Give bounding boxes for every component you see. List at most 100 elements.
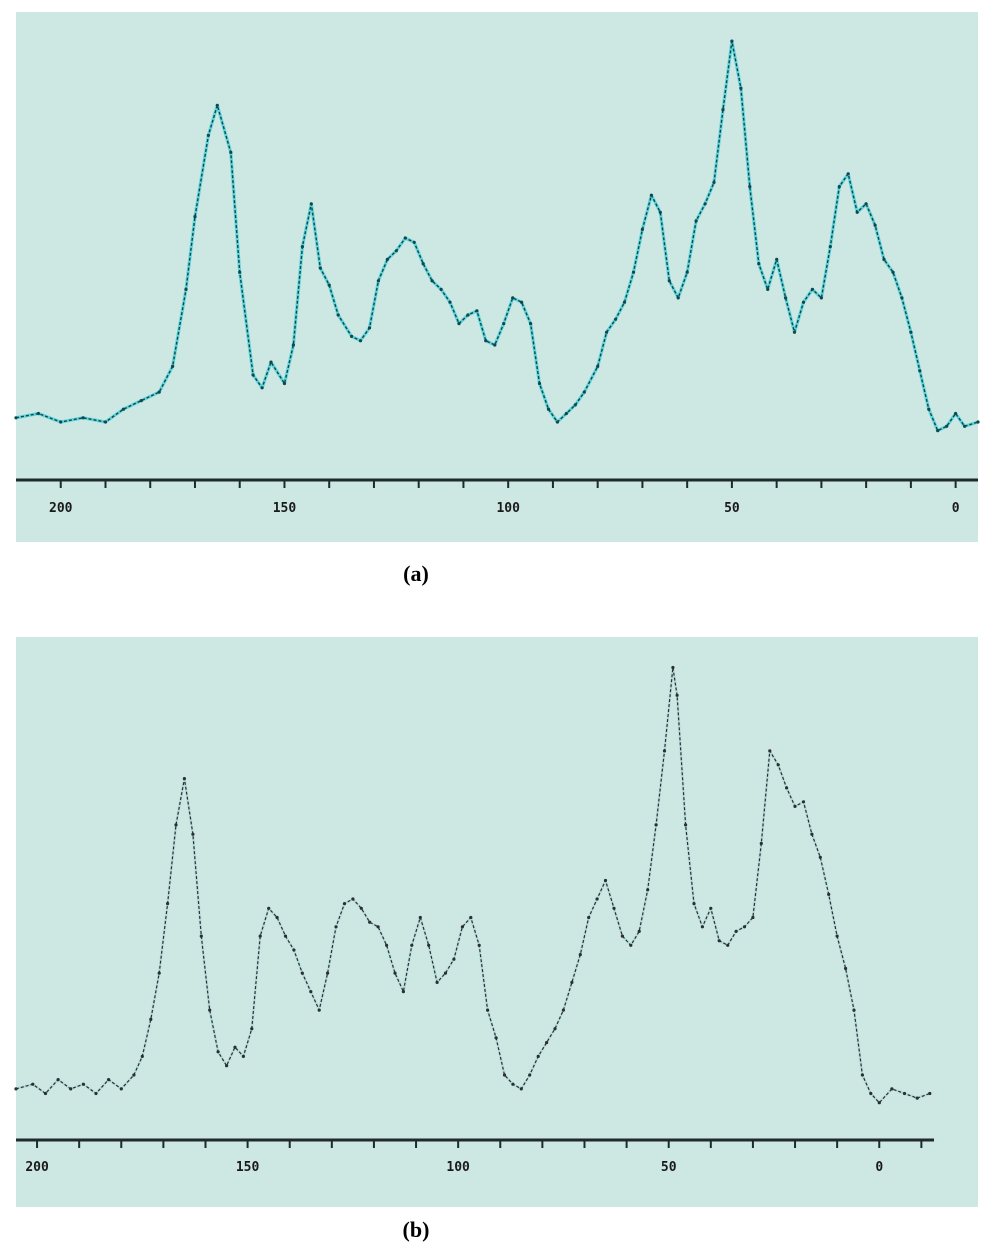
data-point-a-71 xyxy=(766,287,770,291)
data-point-a-65 xyxy=(712,180,716,184)
data-point-a-62 xyxy=(685,270,689,274)
data-point-a-45 xyxy=(529,322,533,326)
spectrum-chart-a: 200 150 100 50 0 xyxy=(14,39,980,516)
data-point-b-44 xyxy=(427,943,431,947)
data-point-a-3 xyxy=(81,416,85,420)
data-point-b-54 xyxy=(511,1082,515,1086)
data-point-a-24 xyxy=(336,313,340,317)
data-point-b-101 xyxy=(915,1096,919,1100)
x-tick-label-b-200: 200 xyxy=(25,1160,49,1175)
data-point-b-38 xyxy=(376,925,380,929)
data-point-a-23 xyxy=(327,283,331,287)
data-point-a-28 xyxy=(376,279,380,283)
data-point-a-94 xyxy=(976,420,980,424)
x-tick-label-b-100: 100 xyxy=(446,1160,470,1175)
data-point-b-28 xyxy=(292,948,296,952)
data-point-b-93 xyxy=(835,934,839,938)
data-point-a-59 xyxy=(658,210,662,214)
data-point-a-92 xyxy=(954,411,958,416)
data-point-a-7 xyxy=(157,390,161,394)
data-point-b-62 xyxy=(578,953,582,957)
data-point-a-73 xyxy=(784,296,788,300)
data-point-a-44 xyxy=(520,300,524,304)
data-point-b-7 xyxy=(107,1078,111,1082)
data-point-b-53 xyxy=(502,1073,507,1077)
data-point-a-18 xyxy=(282,381,287,386)
spectrum-trace-glow-a xyxy=(14,39,980,433)
data-point-b-22 xyxy=(241,1054,245,1058)
x-tick-label-b-0: 0 xyxy=(875,1160,883,1175)
data-point-b-77 xyxy=(700,925,705,929)
data-point-b-5 xyxy=(81,1082,85,1086)
data-point-b-2 xyxy=(43,1091,48,1096)
data-point-a-54 xyxy=(614,317,618,321)
data-point-b-34 xyxy=(342,902,347,906)
data-point-a-33 xyxy=(421,262,425,266)
data-point-b-33 xyxy=(334,925,338,929)
data-point-b-21 xyxy=(233,1045,237,1049)
spectrum-chart-b: 200 150 100 50 0 xyxy=(14,665,934,1175)
data-point-b-66 xyxy=(612,906,616,910)
data-point-a-9 xyxy=(184,287,188,291)
data-point-b-29 xyxy=(300,971,304,975)
x-tick-label-a-50: 50 xyxy=(724,501,740,516)
data-point-a-78 xyxy=(828,245,832,249)
x-tick-label-a-0: 0 xyxy=(952,501,960,516)
data-point-b-37 xyxy=(368,920,372,924)
data-point-a-52 xyxy=(596,364,600,368)
data-point-a-21 xyxy=(309,202,313,206)
data-point-b-12 xyxy=(157,971,161,975)
data-point-a-11 xyxy=(206,133,210,137)
data-point-a-2 xyxy=(59,420,63,424)
x-tick-label-a-200: 200 xyxy=(49,501,73,516)
data-point-b-20 xyxy=(225,1064,229,1068)
data-point-b-55 xyxy=(519,1087,523,1091)
data-point-b-68 xyxy=(629,943,633,947)
data-point-b-17 xyxy=(199,934,203,938)
data-point-b-46 xyxy=(443,971,448,975)
data-point-a-87 xyxy=(909,330,913,334)
data-point-b-73 xyxy=(671,665,675,670)
data-point-a-56 xyxy=(631,270,636,274)
data-point-b-98 xyxy=(877,1101,881,1105)
data-point-a-22 xyxy=(318,266,322,270)
data-point-b-43 xyxy=(418,915,422,920)
data-point-a-49 xyxy=(564,411,569,416)
data-point-b-59 xyxy=(553,1027,557,1031)
x-tick-label-a-150: 150 xyxy=(273,501,297,516)
data-point-b-30 xyxy=(309,990,313,994)
data-point-b-56 xyxy=(528,1073,532,1077)
data-point-b-58 xyxy=(545,1041,549,1045)
data-point-a-72 xyxy=(775,257,779,261)
data-point-b-19 xyxy=(216,1050,220,1054)
data-point-b-47 xyxy=(452,957,456,961)
x-tick-label-b-50: 50 xyxy=(661,1160,677,1175)
data-point-a-26 xyxy=(358,339,363,343)
data-point-b-42 xyxy=(410,943,414,947)
data-point-b-65 xyxy=(603,878,608,883)
data-point-b-91 xyxy=(818,855,822,859)
data-point-b-78 xyxy=(709,906,713,910)
data-point-b-45 xyxy=(435,980,439,984)
data-point-b-89 xyxy=(801,800,806,804)
data-point-a-5 xyxy=(121,407,125,411)
data-point-b-88 xyxy=(793,804,797,808)
data-point-a-30 xyxy=(394,249,398,253)
data-point-b-67 xyxy=(620,934,625,938)
data-point-a-8 xyxy=(171,364,175,368)
data-point-a-29 xyxy=(385,257,389,261)
data-point-b-4 xyxy=(69,1087,73,1091)
data-point-b-70 xyxy=(646,888,650,892)
data-point-b-94 xyxy=(844,966,848,971)
data-point-a-34 xyxy=(430,279,434,283)
data-point-b-24 xyxy=(258,934,262,938)
data-point-b-0 xyxy=(14,1087,18,1091)
data-point-a-66 xyxy=(721,108,725,112)
data-point-a-79 xyxy=(837,185,841,189)
spectrum-trace-b xyxy=(15,666,931,1104)
data-point-a-37 xyxy=(457,322,461,326)
data-point-b-64 xyxy=(595,897,599,901)
chart-panel-b: 200 150 100 50 0 xyxy=(14,637,978,1207)
data-point-a-6 xyxy=(139,399,143,403)
data-point-b-81 xyxy=(734,929,738,933)
